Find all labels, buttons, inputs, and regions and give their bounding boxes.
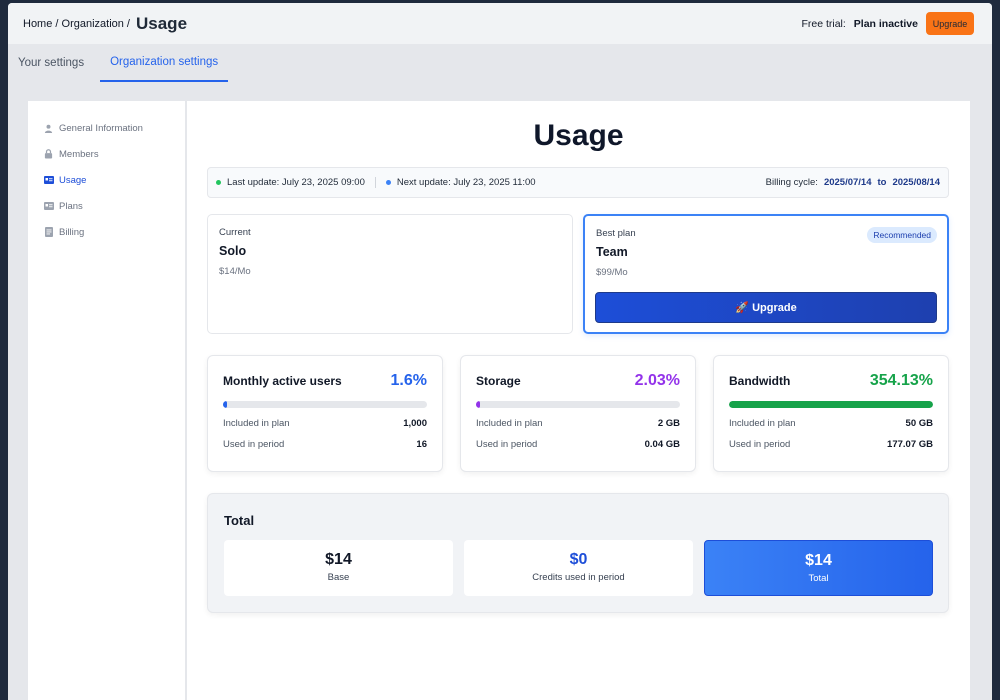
base-amount: $14 <box>325 551 352 568</box>
lock-icon <box>43 149 54 159</box>
sidebar-item-label: Members <box>59 148 99 160</box>
progress-bar <box>729 401 933 408</box>
used-value: 0.04 GB <box>644 439 680 450</box>
plan-price: $99/Mo <box>596 267 628 278</box>
used-value: 177.07 GB <box>887 439 933 450</box>
sidebar-item-general-information[interactable]: General Information <box>28 115 185 141</box>
billing-cycle: Billing cycle: 2025/07/14 to 2025/08/14 <box>766 177 940 188</box>
plan-label: Best plan <box>596 228 636 239</box>
tab-your-settings[interactable]: Your settings <box>18 57 85 69</box>
trial-status-area: Free trial: Plan inactive Upgrade <box>801 12 974 35</box>
total-label: Total <box>808 573 829 584</box>
sidebar-item-billing[interactable]: Billing <box>28 219 185 245</box>
total-amount: $14 <box>805 552 832 569</box>
plan-price: $14/Mo <box>219 266 251 277</box>
credits-amount: $0 <box>569 551 588 568</box>
progress-bar <box>223 401 427 408</box>
sidebar-item-label: General Information <box>59 122 143 134</box>
page-title: Usage <box>533 119 624 152</box>
base-card: $14 Base <box>224 540 453 596</box>
sidebar-item-label: Plans <box>59 200 83 212</box>
trial-status: Plan inactive <box>853 17 918 30</box>
sidebar-item-label: Billing <box>59 226 85 238</box>
billing-start-date: 2025/07/14 <box>823 177 872 188</box>
used-value: 16 <box>416 439 427 450</box>
sidebar: General Information Members Usage Plans … <box>28 101 186 700</box>
billing-end-date: 2025/08/14 <box>892 177 940 188</box>
used-label: Used in period <box>476 439 538 450</box>
included-value: 50 GB <box>905 418 933 429</box>
update-status-bar: Last update: July 23, 2025 09:00 Next up… <box>207 167 949 198</box>
included-label: Included in plan <box>476 418 543 429</box>
metric-title: Monthly active users <box>223 374 342 388</box>
metric-card-bandwidth: Bandwidth 354.13% Included in plan 50 GB … <box>713 355 949 472</box>
recommended-badge: Recommended <box>867 227 937 243</box>
used-label: Used in period <box>223 439 285 450</box>
status-dot-icon <box>385 180 391 185</box>
sidebar-item-plans[interactable]: Plans <box>28 193 185 219</box>
tab-organization-settings[interactable]: Organization settings <box>100 44 229 82</box>
metric-card-storage: Storage 2.03% Included in plan 2 GB Used … <box>460 355 696 472</box>
total-section: Total $14 Base $0 Credits used in period… <box>207 493 949 613</box>
metric-percent: 1.6% <box>390 372 427 389</box>
included-value: 1,000 <box>403 418 427 429</box>
included-label: Included in plan <box>729 418 796 429</box>
sidebar-item-label: Usage <box>59 174 87 186</box>
user-icon <box>43 124 54 133</box>
credits-label: Credits used in period <box>532 572 625 583</box>
divider <box>374 177 376 188</box>
main-content: Usage Last update: July 23, 2025 09:00 N… <box>187 101 970 700</box>
metric-card-monthly-active-users: Monthly active users 1.6% Included in pl… <box>207 355 443 472</box>
total-card: $14 Total <box>704 540 933 596</box>
sidebar-item-usage[interactable]: Usage <box>28 167 185 193</box>
status-dot-icon <box>216 180 221 185</box>
page-header-title: Usage <box>136 13 188 33</box>
progress-bar <box>476 401 680 408</box>
used-label: Used in period <box>729 439 791 450</box>
metric-title: Storage <box>476 374 521 388</box>
plan-name: Solo <box>219 244 247 258</box>
plan-name: Team <box>596 245 628 259</box>
total-title: Total <box>224 513 255 528</box>
base-label: Base <box>327 572 350 583</box>
progress-fill <box>476 401 481 408</box>
included-label: Included in plan <box>223 418 290 429</box>
id-card-icon <box>43 202 54 210</box>
included-value: 2 GB <box>657 418 680 429</box>
current-plan-card: Current Solo $14/Mo <box>207 214 573 334</box>
app-window: Home / Organization / Usage Free trial: … <box>8 3 992 700</box>
upgrade-plan-button[interactable]: 🚀 Upgrade <box>595 292 937 323</box>
billing-to: to <box>877 177 887 188</box>
next-update-text: Next update: July 23, 2025 11:00 <box>396 177 536 188</box>
best-plan-card: Best plan Recommended Team $99/Mo 🚀 Upgr… <box>583 214 949 334</box>
trial-label: Free trial: <box>801 17 846 30</box>
id-card-icon <box>43 176 54 184</box>
header-upgrade-button[interactable]: Upgrade <box>926 12 974 35</box>
metric-percent: 2.03% <box>634 372 680 389</box>
progress-fill <box>223 401 227 408</box>
progress-fill <box>729 401 933 408</box>
top-bar: Home / Organization / Usage Free trial: … <box>8 3 992 44</box>
settings-tabs: Your settings Organization settings <box>8 44 992 82</box>
metric-title: Bandwidth <box>729 374 791 388</box>
last-update-text: Last update: July 23, 2025 09:00 <box>227 177 365 188</box>
credits-card: $0 Credits used in period <box>464 540 693 596</box>
metric-percent: 354.13% <box>869 372 933 389</box>
document-icon <box>43 227 54 237</box>
billing-cycle-label: Billing cycle: <box>765 177 818 188</box>
sidebar-item-members[interactable]: Members <box>28 141 185 167</box>
breadcrumb[interactable]: Home / Organization / <box>23 17 130 30</box>
plan-label: Current <box>219 227 251 238</box>
